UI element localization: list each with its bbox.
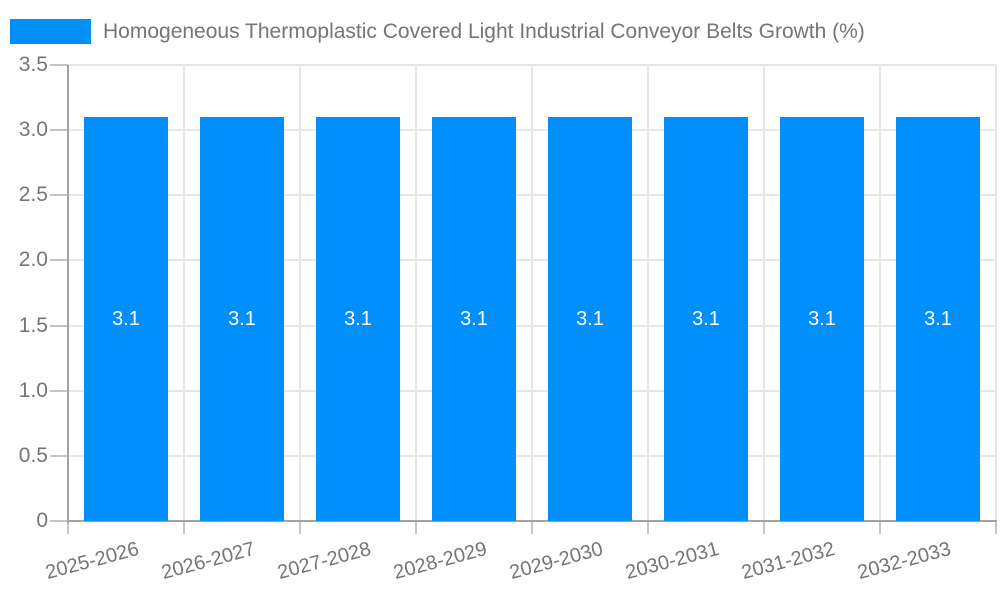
x-axis-line <box>67 520 997 522</box>
x-axis-label: 2030-2031 <box>623 538 722 585</box>
bar-2029-2030[interactable] <box>548 117 632 521</box>
x-axis-tick <box>415 521 417 534</box>
bar-value-label: 3.1 <box>112 308 140 331</box>
y-axis-label: 0.5 <box>18 443 48 467</box>
bar-value-label: 3.1 <box>576 308 604 331</box>
y-axis-label: 2.5 <box>18 183 48 207</box>
x-axis-tick <box>299 521 301 534</box>
bar-value-label: 3.1 <box>808 308 836 331</box>
x-gridline <box>415 65 417 521</box>
x-axis-tick <box>67 521 69 534</box>
x-gridline <box>183 65 185 521</box>
x-axis-tick <box>531 521 533 534</box>
y-axis-label: 3.5 <box>18 53 48 76</box>
x-gridline <box>647 65 649 521</box>
y-axis-tick <box>50 324 68 327</box>
y-axis-tick <box>50 389 68 392</box>
y-axis-label: 3.0 <box>18 118 48 142</box>
bar-value-label: 3.1 <box>460 308 488 331</box>
bar-2030-2031[interactable] <box>664 117 748 521</box>
y-axis-tick <box>50 194 68 197</box>
x-gridline <box>531 65 533 521</box>
y-axis-label: 1.5 <box>18 313 48 337</box>
bar-2028-2029[interactable] <box>432 117 516 521</box>
bar-value-label: 3.1 <box>228 308 256 331</box>
bar-2032-2033[interactable] <box>896 117 980 521</box>
x-axis-label: 2031-2032 <box>739 538 838 585</box>
x-axis-label: 2025-2026 <box>43 538 142 585</box>
bar-value-label: 3.1 <box>692 308 720 331</box>
x-gridline <box>995 65 997 521</box>
y-axis-tick <box>50 520 68 522</box>
y-axis-tick <box>50 259 68 262</box>
x-gridline <box>879 65 881 521</box>
x-gridline <box>763 65 765 521</box>
x-axis-tick <box>763 521 765 534</box>
y-axis-tick <box>50 129 68 132</box>
legend: Homogeneous Thermoplastic Covered Light … <box>10 19 865 44</box>
bar-value-label: 3.1 <box>344 308 372 331</box>
x-axis-label: 2026-2027 <box>159 538 258 585</box>
x-axis-label: 2029-2030 <box>507 538 606 585</box>
legend-swatch[interactable] <box>10 19 91 44</box>
x-gridline <box>299 65 301 521</box>
bar-2026-2027[interactable] <box>200 117 284 521</box>
x-axis-label: 2032-2033 <box>855 538 954 585</box>
x-axis-label: 2027-2028 <box>275 538 374 585</box>
bar-2031-2032[interactable] <box>780 117 864 521</box>
bar-2025-2026[interactable] <box>84 117 168 521</box>
y-axis-tick <box>50 454 68 457</box>
bar-value-label: 3.1 <box>924 308 952 331</box>
y-axis-label: 0 <box>36 509 48 532</box>
y-axis-label: 2.0 <box>18 248 48 272</box>
x-axis-tick <box>995 521 997 534</box>
chart-title: Homogeneous Thermoplastic Covered Light … <box>103 20 865 43</box>
x-axis-tick <box>183 521 185 534</box>
x-axis-tick <box>647 521 649 534</box>
x-axis-label: 2028-2029 <box>391 538 490 585</box>
y-axis-label: 1.0 <box>18 378 48 402</box>
bar-2027-2028[interactable] <box>316 117 400 521</box>
x-axis-tick <box>879 521 881 534</box>
y-axis-line <box>67 65 69 523</box>
y-axis-tick <box>50 64 68 66</box>
